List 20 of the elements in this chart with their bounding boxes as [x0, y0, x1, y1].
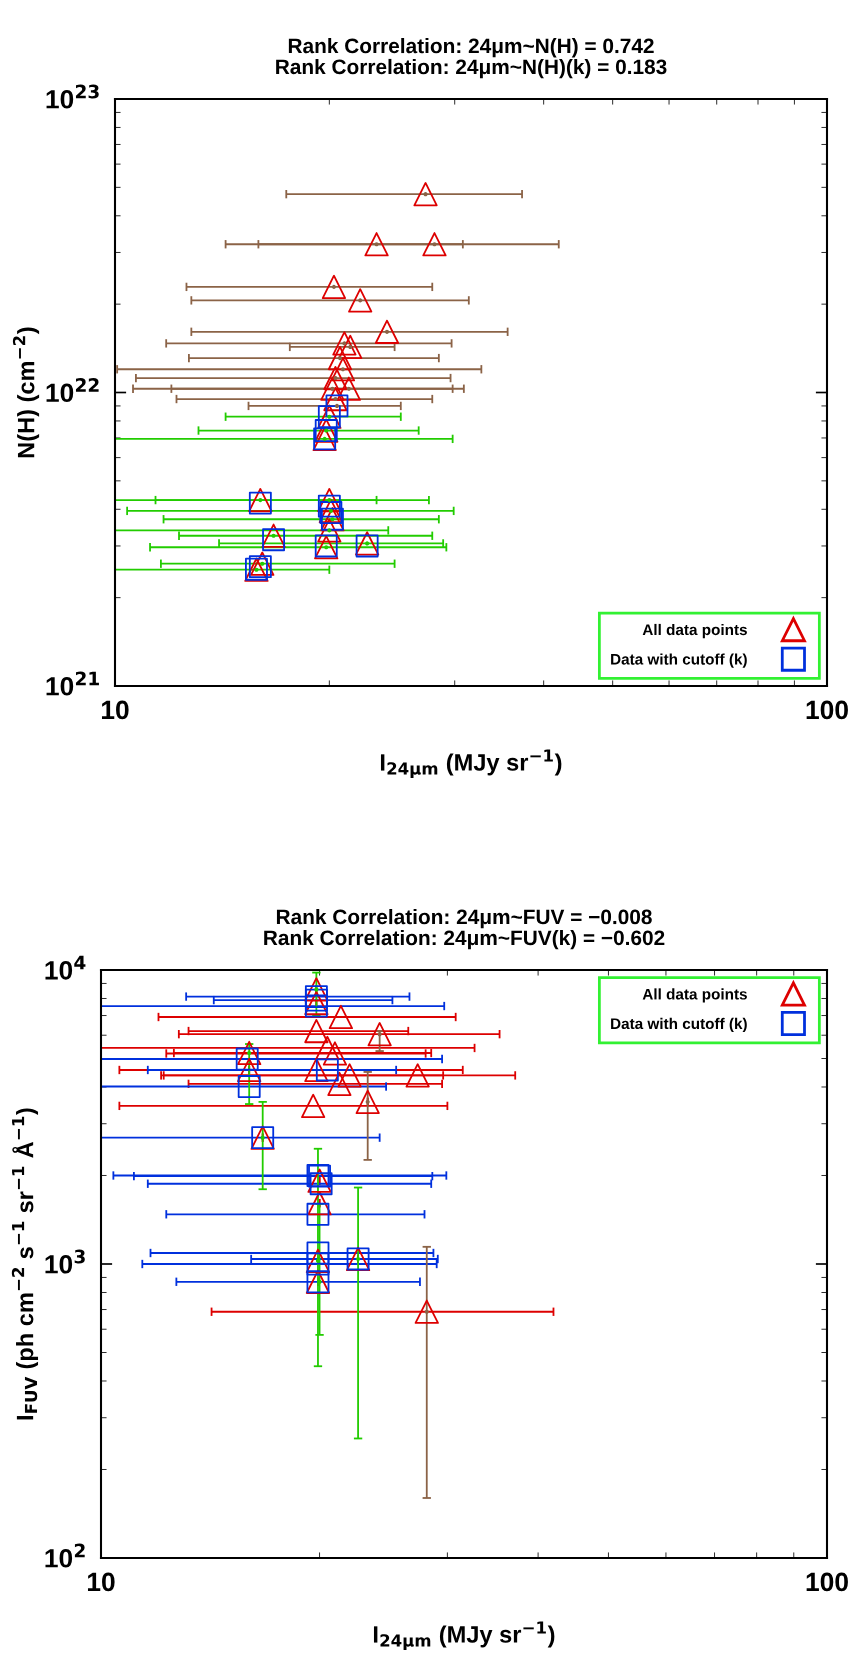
text: I$_{FUV}$ (ph cm$^{−2}$ s$^{−1}$ sr$^{−1}$ Å$^{−1}$) [11, 1108, 39, 1420]
y-tick-label: 10$^{21}$ [46, 671, 99, 696]
x-tick-label: 10 [101, 700, 129, 720]
legend-label: All data points [642, 988, 747, 1003]
legend-label: Data with cutoff (k) [611, 653, 747, 668]
y-tick-label: 10$^{2}$ [45, 1543, 85, 1568]
x-tick-label: 10 [87, 1572, 115, 1592]
legend-label: Data with cutoff (k) [611, 1017, 747, 1033]
x-tick-label: 100 [806, 700, 848, 720]
x-tick-label: 100 [806, 1572, 848, 1592]
y-axis-title: N(H) (cm$^{−2}$) [12, 327, 40, 458]
y-tick-label: 10$^{22}$ [46, 378, 99, 403]
chart-title: Rank Correlation: 24μm~FUV = −0.008 Rank Correlation: 24μm~FUV(k) = −0.602 [264, 908, 665, 950]
legend-label: All data points [642, 623, 747, 639]
y-tick-label: 10$^{3}$ [45, 1249, 85, 1274]
x-axis-title: I$_{24μm}$ (MJy sr$^{−1}$) [380, 749, 562, 778]
chart-title: Rank Correlation: 24μm~N(H) = 0.742 Rank Correlation: 24μm~N(H)(k) = 0.183 [276, 37, 667, 79]
y-tick-label: 10$^{4}$ [45, 955, 86, 980]
x-axis-title: I$_{24μm}$ (MJy sr$^{−1}$) [373, 1621, 555, 1650]
y-tick-label: 10$^{23}$ [46, 84, 99, 109]
